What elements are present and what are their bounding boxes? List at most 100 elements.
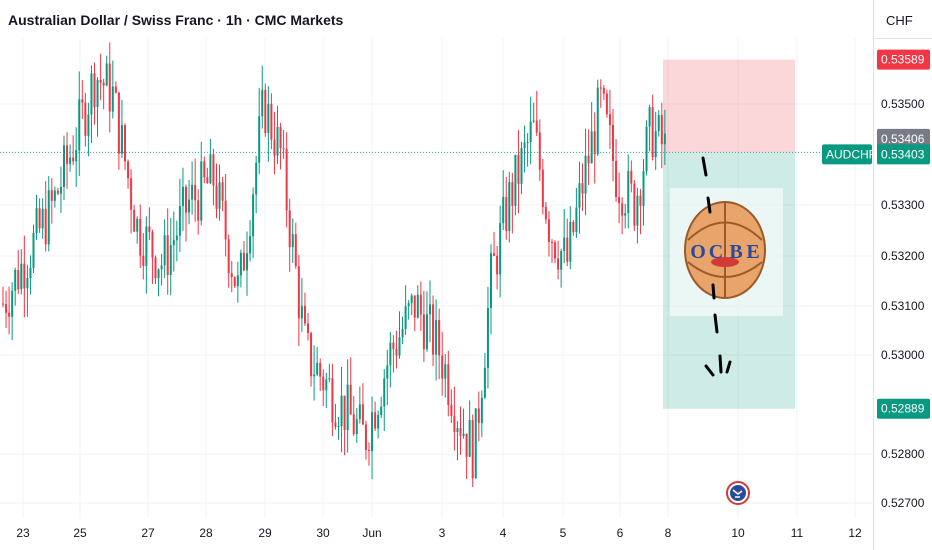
candle-body bbox=[502, 197, 505, 224]
candle-body bbox=[514, 154, 517, 206]
candle-body bbox=[197, 200, 200, 221]
candle-body bbox=[520, 148, 523, 184]
price-tag-bg bbox=[877, 49, 930, 70]
candle-body bbox=[624, 213, 627, 216]
candle-body bbox=[93, 73, 96, 108]
x-tick-label: 30 bbox=[316, 526, 330, 540]
candle-body bbox=[252, 194, 255, 237]
candle-body bbox=[462, 433, 465, 436]
currency-label[interactable]: CHF bbox=[886, 13, 913, 28]
y-tick-label: 0.53300 bbox=[881, 198, 925, 212]
x-tick-label: 4 bbox=[500, 526, 507, 540]
candle-body bbox=[612, 125, 614, 161]
axis-divider bbox=[873, 0, 874, 550]
candle-body bbox=[200, 161, 203, 221]
candle-body bbox=[215, 185, 218, 209]
candle-body bbox=[38, 208, 41, 229]
candle-body bbox=[178, 206, 181, 236]
candle-body bbox=[416, 294, 419, 318]
candle-body bbox=[331, 378, 334, 423]
candle-body bbox=[276, 126, 279, 156]
x-tick-label: 5 bbox=[560, 526, 567, 540]
candle-body bbox=[599, 87, 602, 89]
x-tick-label: 11 bbox=[791, 526, 804, 540]
x-tick-label: 25 bbox=[73, 526, 87, 540]
candle-body bbox=[334, 422, 337, 427]
candle-body bbox=[535, 120, 538, 133]
candle-body bbox=[297, 266, 300, 319]
candle-body bbox=[340, 395, 343, 427]
candle-body bbox=[279, 126, 282, 149]
candle-body bbox=[633, 183, 636, 226]
candle-body bbox=[151, 231, 154, 258]
candle-body bbox=[459, 428, 462, 436]
candle-body bbox=[584, 155, 587, 194]
candle-body bbox=[319, 363, 322, 377]
candle-body bbox=[316, 363, 319, 375]
candle-body bbox=[307, 323, 309, 334]
candle-body bbox=[14, 269, 17, 291]
candle-body bbox=[578, 183, 581, 208]
candle-body bbox=[483, 367, 486, 398]
candle-body bbox=[343, 395, 346, 431]
candle-body bbox=[474, 408, 477, 479]
candle-body bbox=[175, 235, 178, 241]
candle-body bbox=[206, 177, 209, 184]
candle-body bbox=[32, 232, 35, 268]
price-tag: 0.53403 AUDCHF bbox=[822, 144, 930, 165]
candle-body bbox=[124, 125, 126, 162]
candle-body bbox=[17, 269, 20, 290]
candle-body bbox=[456, 428, 459, 432]
candle-body bbox=[209, 154, 212, 184]
candle-body bbox=[615, 160, 618, 198]
candle-body bbox=[160, 265, 163, 270]
candle-body bbox=[441, 355, 444, 379]
candle-body bbox=[322, 376, 325, 391]
candle-body bbox=[325, 379, 328, 391]
candle-body bbox=[120, 125, 123, 154]
candle-body bbox=[349, 384, 352, 415]
flag-badge-icon bbox=[726, 481, 750, 505]
price-axis: 0.53500 0.53300 0.53200 0.53100 0.53000 0.528… bbox=[822, 49, 930, 510]
candle-body bbox=[425, 314, 428, 350]
arrow-head-marks bbox=[704, 354, 732, 377]
candle-body bbox=[59, 186, 62, 194]
y-tick-label: 0.53500 bbox=[881, 97, 925, 111]
badge-flag bbox=[730, 485, 746, 501]
candle-body bbox=[166, 235, 169, 275]
candle-body bbox=[310, 333, 313, 377]
candle-body bbox=[587, 155, 590, 164]
candle-body bbox=[429, 304, 431, 315]
candle-body bbox=[636, 195, 639, 226]
x-tick-label: 3 bbox=[439, 526, 446, 540]
candle-body bbox=[444, 364, 447, 379]
candle-body bbox=[422, 314, 425, 350]
candle-body bbox=[630, 170, 633, 184]
candle-body bbox=[499, 223, 502, 275]
candle-body bbox=[35, 208, 38, 233]
price-tag-label: 0.53406 bbox=[881, 132, 925, 146]
candle-body bbox=[395, 349, 398, 356]
candle-body bbox=[645, 126, 648, 172]
candle-body bbox=[239, 252, 242, 276]
candle-body bbox=[581, 183, 584, 194]
logo-letter: C bbox=[709, 241, 723, 263]
y-tick-label: 0.52700 bbox=[881, 496, 925, 510]
candle-body bbox=[212, 154, 215, 186]
candle-body bbox=[53, 190, 56, 201]
candle-body bbox=[346, 384, 349, 431]
candle-body bbox=[355, 419, 358, 435]
y-tick-label: 0.53100 bbox=[881, 299, 925, 313]
candle-body bbox=[511, 182, 514, 206]
candle-body bbox=[105, 63, 108, 86]
candle-body bbox=[163, 235, 166, 266]
candle-body bbox=[145, 226, 148, 266]
price-tag-bg bbox=[877, 398, 930, 419]
candle-body bbox=[593, 131, 596, 155]
candle-body bbox=[181, 186, 184, 207]
candle-body bbox=[246, 253, 248, 271]
candle-body bbox=[224, 200, 227, 240]
price-tag: 0.53589 bbox=[877, 49, 930, 70]
candle-body bbox=[96, 79, 99, 108]
